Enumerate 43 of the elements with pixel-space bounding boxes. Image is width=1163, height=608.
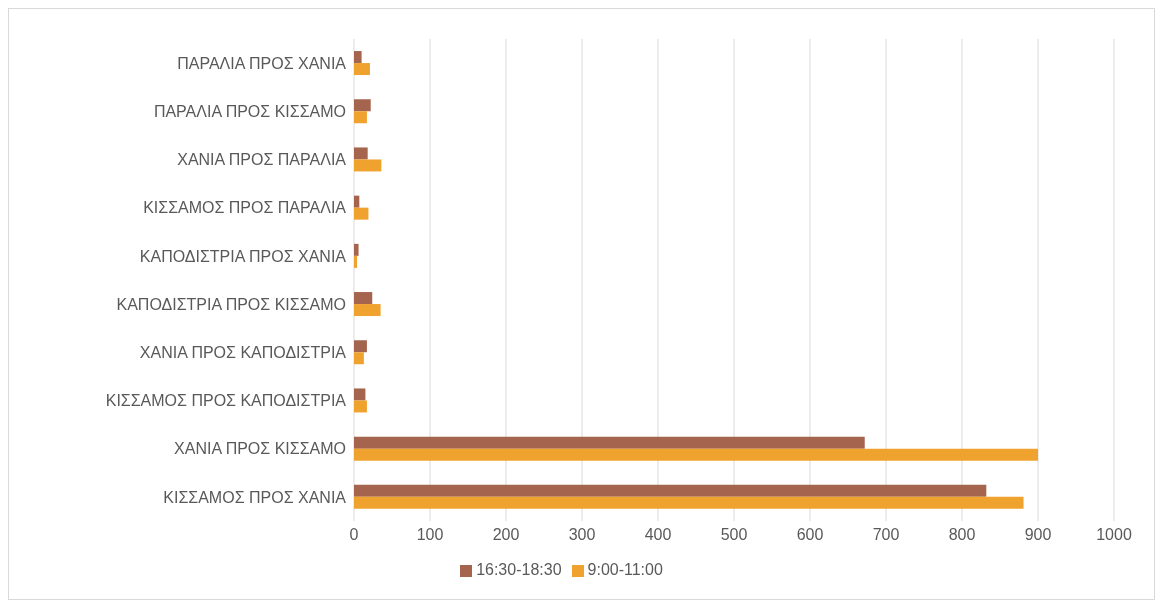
- x-tick-label: 100: [416, 526, 444, 544]
- y-tick-label: ΧΑΝΙΑ ΠΡΟΣ ΚΑΠΟΔΙΣΤΡΙΑ: [139, 343, 347, 361]
- bar: [354, 352, 364, 365]
- bar: [354, 63, 370, 76]
- bar: [354, 448, 1038, 461]
- y-tick-label: ΧΑΝΙΑ ΠΡΟΣ ΠΑΡΑΛΙΑ: [177, 151, 347, 169]
- bar: [354, 496, 1024, 509]
- x-tick-label: 600: [796, 526, 824, 544]
- x-tick-label: 400: [644, 526, 672, 544]
- bar: [354, 195, 360, 208]
- legend-label: 9:00-11:00: [587, 561, 663, 578]
- bar: [354, 388, 366, 401]
- bar: [354, 147, 368, 160]
- bar: [354, 484, 987, 497]
- bar: [354, 207, 369, 220]
- x-tick-label: 700: [872, 526, 900, 544]
- bar: [354, 255, 358, 268]
- x-tick-label: 200: [492, 526, 520, 544]
- bar: [354, 243, 359, 256]
- bar: [354, 304, 381, 317]
- x-tick-label: 800: [948, 526, 976, 544]
- y-tick-label: ΠΑΡΑΛΙΑ ΠΡΟΣ ΧΑΝΙΑ: [177, 54, 347, 72]
- bar: [354, 436, 865, 449]
- x-tick-label: 900: [1024, 526, 1052, 544]
- y-tick-label: ΚΑΠΟΔΙΣΤΡΙΑ ΠΡΟΣ ΧΑΝΙΑ: [139, 247, 347, 265]
- x-tick-label: 1000: [1096, 526, 1132, 544]
- y-tick-label: ΚΙΣΣΑΜΟΣ ΠΡΟΣ ΧΑΝΙΑ: [163, 488, 347, 506]
- bar: [354, 51, 362, 64]
- y-tick-label: ΚΙΣΣΑΜΟΣ ΠΡΟΣ ΠΑΡΑΛΙΑ: [143, 199, 347, 217]
- x-tick-label: 300: [568, 526, 596, 544]
- x-tick-label: 500: [720, 526, 748, 544]
- bar: [354, 340, 367, 353]
- y-tick-label: ΧΑΝΙΑ ΠΡΟΣ ΚΙΣΣΑΜΟ: [174, 440, 346, 458]
- bar: [354, 159, 382, 172]
- y-tick-label: ΠΑΡΑΛΙΑ ΠΡΟΣ ΚΙΣΣΑΜΟ: [153, 102, 346, 120]
- bar: [354, 292, 373, 305]
- bar: [354, 99, 371, 112]
- y-tick-label: ΚΑΠΟΔΙΣΤΡΙΑ ΠΡΟΣ ΚΙΣΣΑΜΟ: [116, 295, 346, 313]
- y-tick-label: ΚΙΣΣΑΜΟΣ ΠΡΟΣ ΚΑΠΟΔΙΣΤΡΙΑ: [105, 392, 347, 410]
- x-tick-label: 0: [349, 526, 359, 544]
- legend-label: 16:30-18:30: [476, 561, 562, 578]
- bar: [354, 111, 367, 124]
- bar: [354, 400, 367, 413]
